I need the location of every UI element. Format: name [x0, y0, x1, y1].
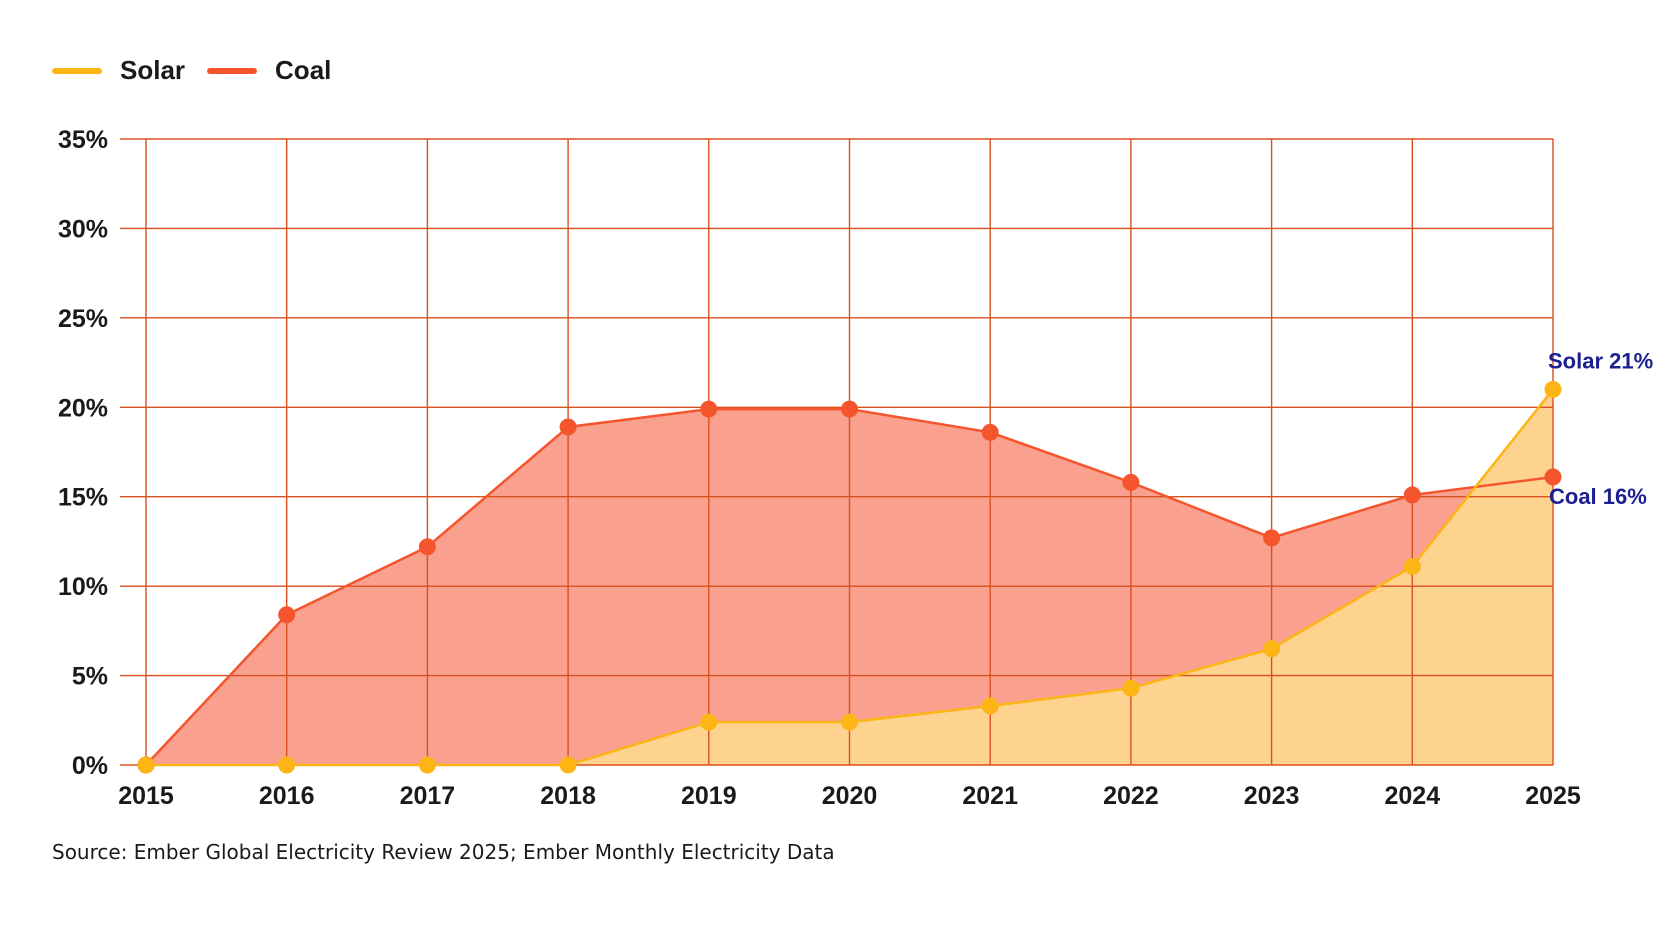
- legend-item-solar: Solar: [52, 55, 185, 86]
- legend-swatch-coal: [207, 67, 258, 74]
- x-tick-label: 2017: [400, 782, 456, 810]
- solar-point: [1263, 640, 1281, 658]
- x-tick-label: 2020: [822, 782, 878, 810]
- coal-point: [981, 423, 999, 441]
- solar-point: [841, 713, 858, 731]
- source-note: Source: Ember Global Electricity Review …: [52, 840, 835, 864]
- coal-point: [700, 400, 718, 418]
- solar-point: [700, 713, 718, 731]
- legend-swatch-solar: [52, 67, 102, 74]
- solar-point: [1122, 679, 1140, 697]
- coal-end-label: Coal 16%: [1549, 484, 1647, 509]
- y-tick-label: 0%: [72, 752, 108, 780]
- solar-area: [146, 389, 1553, 765]
- y-tick-label: 35%: [58, 126, 108, 154]
- x-tick-label: 2023: [1244, 782, 1300, 810]
- coal-point: [1544, 468, 1562, 486]
- legend-label-coal: Coal: [275, 55, 332, 85]
- solar-point: [559, 756, 577, 774]
- coal-point: [1263, 529, 1281, 547]
- y-tick-label: 30%: [58, 215, 108, 243]
- coal-point: [278, 606, 296, 624]
- coal-point: [1403, 486, 1421, 504]
- legend-item-coal: Coal: [207, 55, 331, 86]
- solar-end-label: Solar 21%: [1548, 348, 1653, 373]
- y-tick-label: 25%: [58, 305, 108, 333]
- solar-point: [1544, 380, 1562, 398]
- x-tick-label: 2015: [118, 782, 174, 810]
- x-tick-label: 2025: [1525, 782, 1581, 810]
- x-tick-label: 2022: [1103, 782, 1159, 810]
- y-tick-label: 10%: [58, 573, 108, 601]
- x-tick-label: 2021: [962, 782, 1018, 810]
- coal-point: [559, 418, 577, 436]
- x-tick-label: 2024: [1384, 782, 1440, 810]
- solar-point: [278, 756, 296, 774]
- solar-point: [418, 756, 436, 774]
- coal-point: [841, 400, 858, 418]
- solar-point: [1403, 557, 1421, 575]
- y-tick-label: 15%: [58, 484, 108, 512]
- legend-label-solar: Solar: [120, 55, 186, 85]
- y-tick-label: 20%: [58, 394, 108, 422]
- x-tick-label: 2018: [540, 782, 596, 810]
- solar-point: [981, 697, 999, 715]
- solar-point: [137, 756, 155, 774]
- coal-point: [418, 538, 436, 556]
- x-tick-label: 2016: [259, 782, 315, 810]
- y-tick-label: 5%: [72, 663, 108, 691]
- legend: Solar Coal: [52, 55, 353, 86]
- coal-point: [1122, 473, 1140, 491]
- x-tick-label: 2019: [681, 782, 737, 810]
